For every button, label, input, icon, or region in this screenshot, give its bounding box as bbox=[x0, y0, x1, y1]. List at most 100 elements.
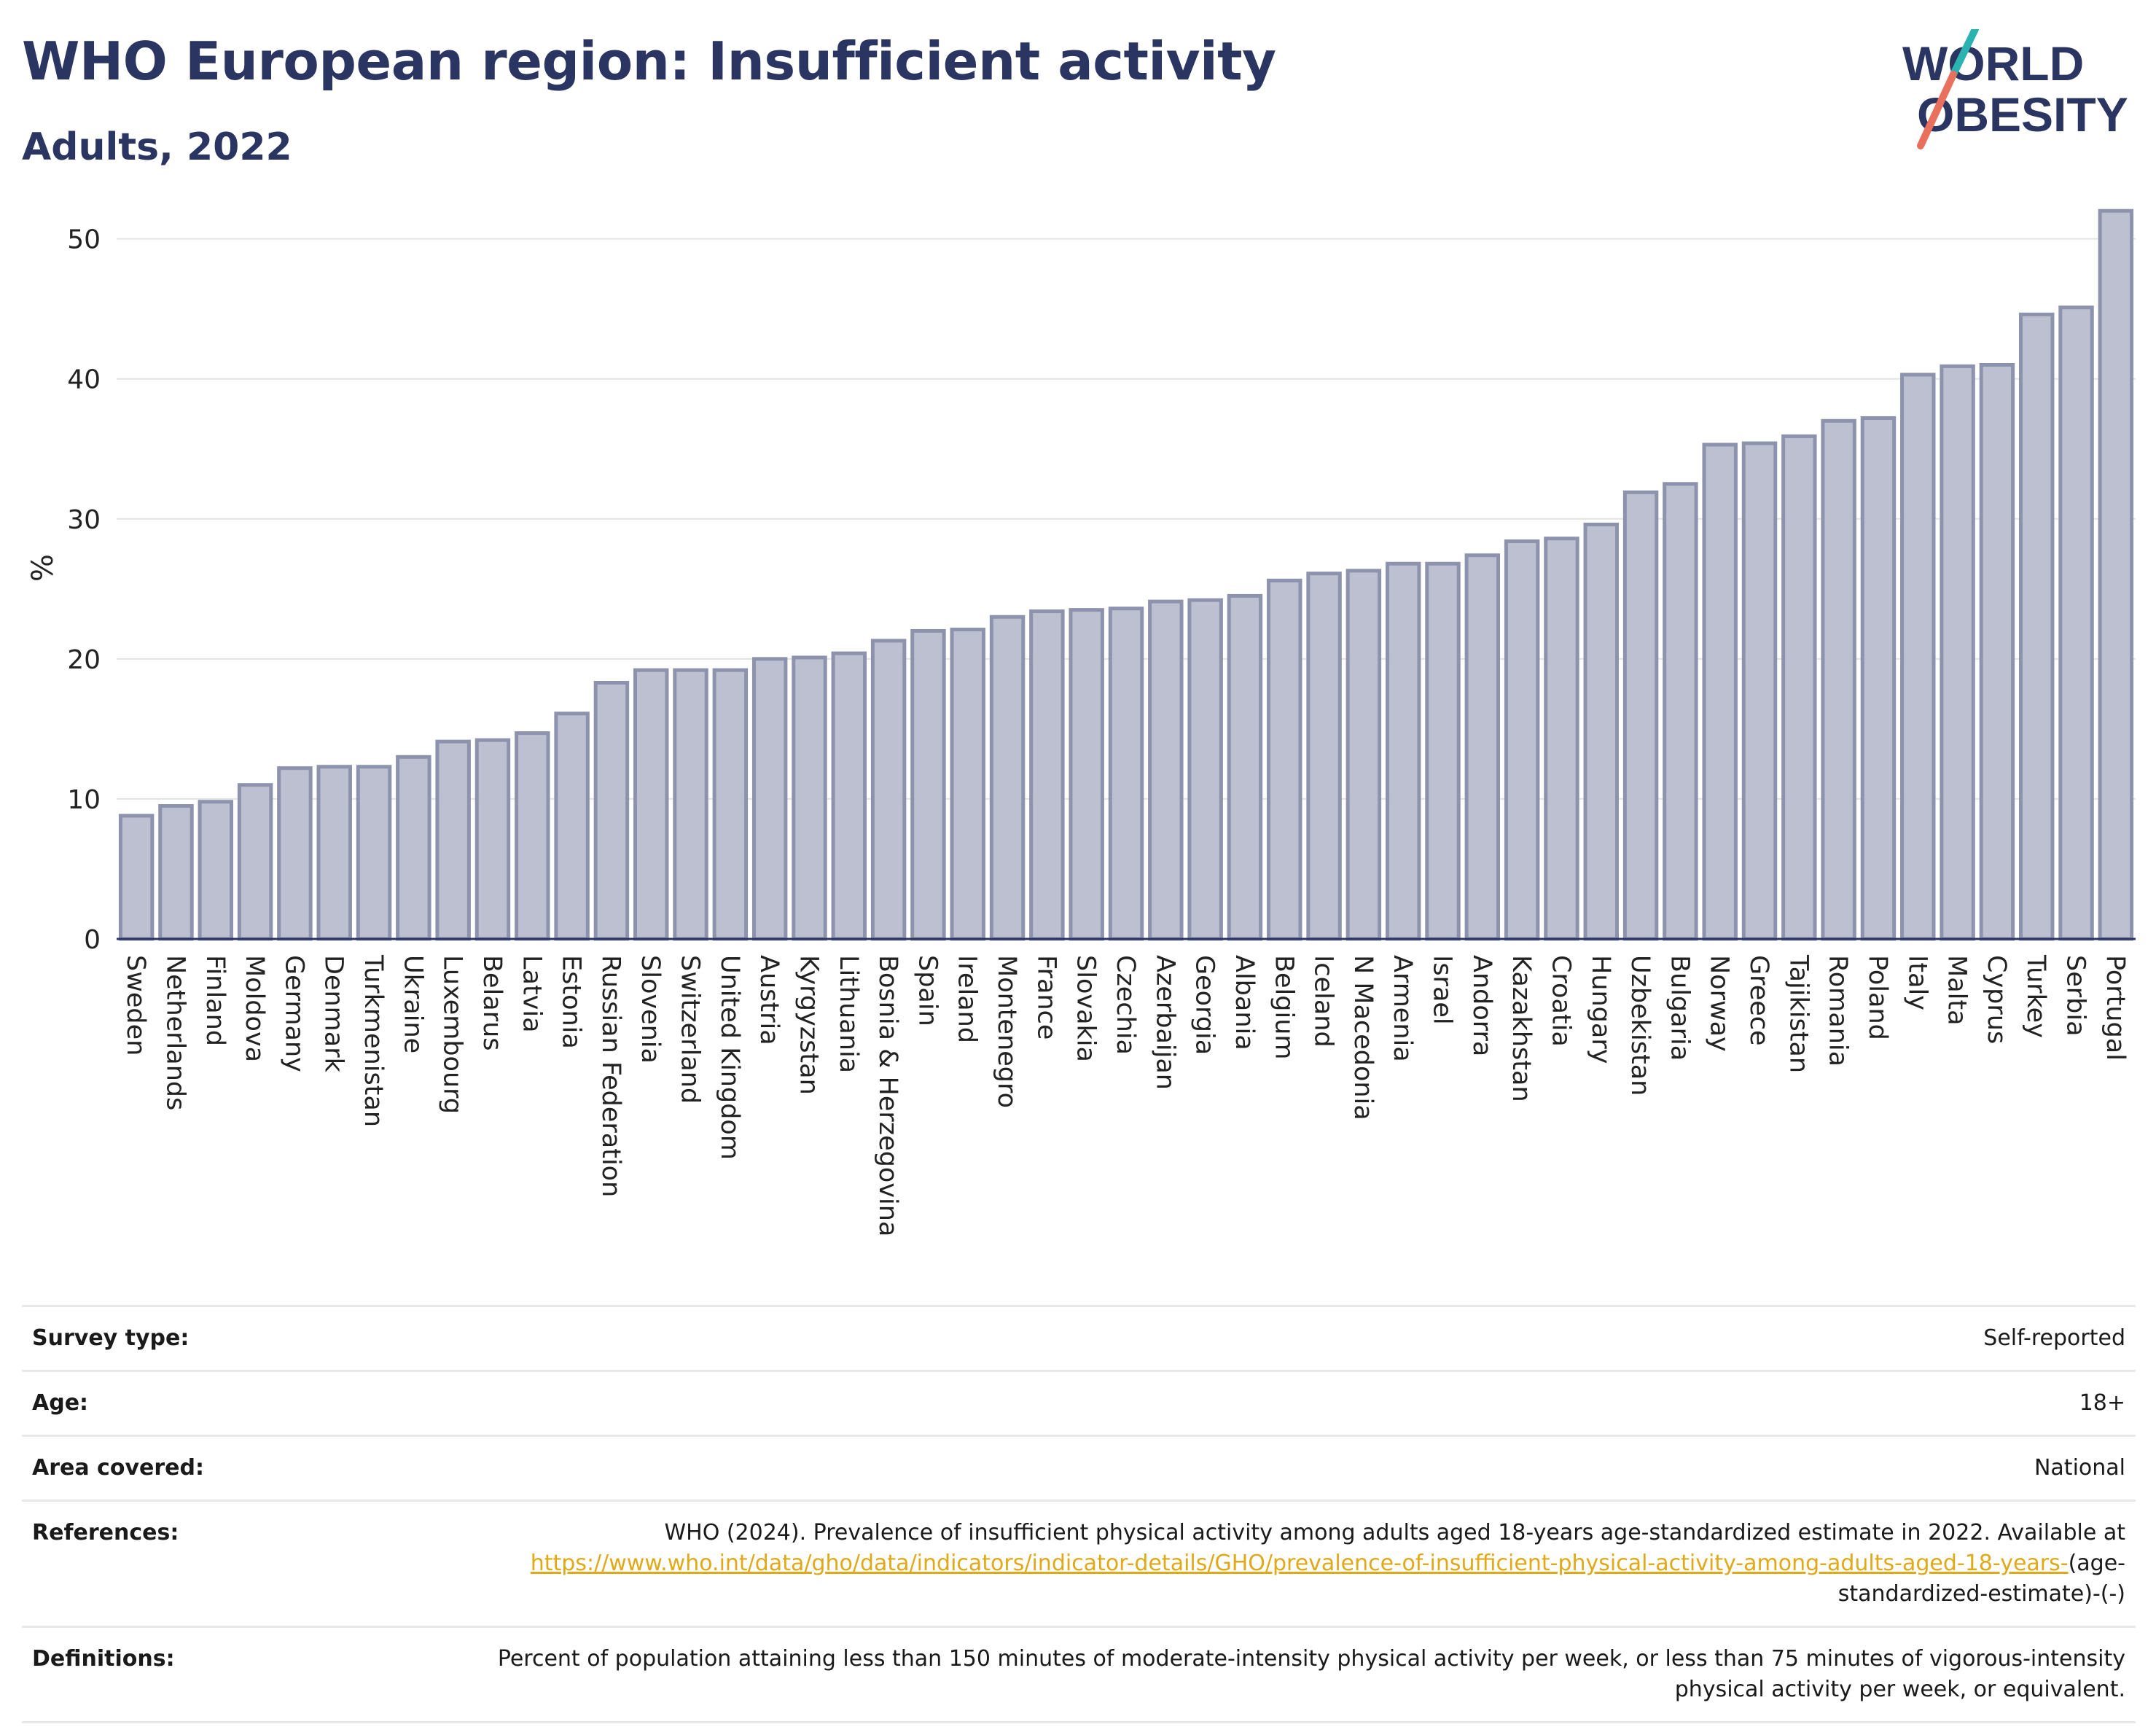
bar-estonia bbox=[554, 711, 590, 941]
bar-albania bbox=[1227, 593, 1263, 941]
meta-row-area: Area covered: National bbox=[22, 1435, 2136, 1500]
bar-n-macedonia bbox=[1345, 569, 1382, 941]
world-obesity-logo: WORLD OBESITY bbox=[1902, 29, 2128, 149]
x-tick-label: Kyrgyzstan bbox=[794, 955, 823, 1095]
meta-value: Self-reported bbox=[1983, 1325, 2125, 1351]
x-tick-label: United Kingdom bbox=[715, 955, 744, 1160]
bar-slovakia bbox=[1069, 608, 1104, 941]
x-tick-label: Romania bbox=[1824, 955, 1853, 1067]
x-tick-label: Turkey bbox=[2021, 954, 2050, 1038]
x-tick-label: Latvia bbox=[517, 955, 546, 1033]
x-tick-label: France bbox=[1031, 955, 1061, 1040]
x-tick-label: Croatia bbox=[1546, 955, 1575, 1047]
bar-lithuania bbox=[831, 651, 867, 941]
bar-austria bbox=[751, 657, 788, 941]
bar-serbia bbox=[2058, 305, 2094, 941]
bar-finland bbox=[198, 800, 234, 941]
x-tick-label: Netherlands bbox=[160, 955, 190, 1110]
chart-subtitle: Adults, 2022 bbox=[22, 125, 292, 169]
chart-title: WHO European region: Insufficient activi… bbox=[22, 31, 1276, 92]
x-tick-label: Tajikistan bbox=[1784, 954, 1813, 1073]
x-tick-label: Czechia bbox=[1111, 955, 1140, 1055]
x-tick-label: Azerbaijan bbox=[1150, 955, 1179, 1090]
x-tick-label: Slovenia bbox=[636, 955, 665, 1064]
x-tick-label: Israel bbox=[1428, 955, 1457, 1025]
bar-cyprus bbox=[1979, 362, 2015, 941]
meta-row-references: References: WHO (2024). Prevalence of in… bbox=[22, 1500, 2136, 1626]
x-tick-label: Denmark bbox=[319, 955, 348, 1073]
bar-italy bbox=[1900, 373, 1936, 941]
bar-bulgaria bbox=[1663, 482, 1698, 941]
meta-row-definitions: Definitions: Percent of population attai… bbox=[22, 1626, 2136, 1723]
bar-poland bbox=[1860, 416, 1897, 941]
x-tick-label: Luxembourg bbox=[438, 955, 467, 1114]
bar-czechia bbox=[1108, 607, 1144, 941]
meta-value: Percent of population attaining less tha… bbox=[497, 1646, 2125, 1702]
bar-luxembourg bbox=[435, 739, 471, 941]
bar-spain bbox=[910, 628, 946, 941]
bar-netherlands bbox=[158, 804, 194, 941]
x-tick-label: Kazakhstan bbox=[1507, 955, 1536, 1102]
x-tick-label: N Macedonia bbox=[1348, 955, 1378, 1120]
bar-georgia bbox=[1187, 598, 1223, 941]
bar-turkey bbox=[2018, 312, 2055, 941]
meta-value: National bbox=[2034, 1455, 2125, 1481]
metadata-table: Survey type: Self-reported Age: 18+ Area… bbox=[22, 1305, 2136, 1723]
x-tick-label: Spain bbox=[913, 955, 942, 1026]
bar-kyrgyzstan bbox=[792, 655, 827, 941]
logo-word-world: WORLD bbox=[1902, 36, 2084, 90]
y-tick-label: 30 bbox=[67, 505, 101, 535]
x-tick-label: Portugal bbox=[2101, 955, 2130, 1061]
bar-sweden bbox=[118, 814, 155, 941]
x-tick-label: Georgia bbox=[1190, 955, 1219, 1055]
bar-russian-federation bbox=[593, 681, 630, 941]
bar-romania bbox=[1821, 418, 1856, 941]
x-tick-label: Serbia bbox=[2061, 955, 2090, 1037]
x-tick-label: Moldova bbox=[240, 955, 269, 1062]
bar-ireland bbox=[950, 628, 985, 941]
bar-switzerland bbox=[673, 668, 708, 941]
bar-croatia bbox=[1544, 537, 1579, 941]
bar-andorra bbox=[1464, 553, 1501, 941]
bar-belgium bbox=[1267, 578, 1302, 941]
bar-kazakhstan bbox=[1504, 539, 1540, 941]
bar-portugal bbox=[2098, 208, 2134, 941]
meta-label: References: bbox=[32, 1520, 179, 1545]
x-tick-label: Lithuania bbox=[834, 955, 863, 1073]
x-tick-label: Estonia bbox=[557, 955, 586, 1049]
bar-bosnia-herzegovina bbox=[870, 639, 907, 941]
bar-norway bbox=[1702, 442, 1738, 941]
bar-azerbaijan bbox=[1148, 599, 1184, 941]
logo-slash-coral bbox=[1917, 71, 1957, 149]
bar-germany bbox=[277, 766, 313, 941]
x-tick-label: Russian Federation bbox=[596, 955, 625, 1197]
references-text: WHO (2024). Prevalence of insufficient p… bbox=[664, 1520, 2125, 1545]
x-tick-label: Germany bbox=[279, 955, 308, 1072]
y-tick-label: 40 bbox=[67, 365, 101, 395]
bar-greece bbox=[1741, 441, 1778, 941]
x-tick-label: Cyprus bbox=[1982, 955, 2011, 1044]
meta-label: Area covered: bbox=[32, 1455, 204, 1481]
x-tick-label: Montenegro bbox=[992, 955, 1021, 1108]
bar-france bbox=[1029, 609, 1065, 941]
meta-row-age: Age: 18+ bbox=[22, 1370, 2136, 1435]
bar-tajikistan bbox=[1781, 434, 1817, 941]
x-tick-label: Norway bbox=[1705, 955, 1734, 1052]
x-tick-label: Uzbekistan bbox=[1625, 955, 1655, 1096]
x-tick-label: Malta bbox=[1942, 955, 1972, 1026]
bar-israel bbox=[1425, 561, 1461, 941]
y-axis-label: % bbox=[26, 554, 60, 582]
bar-denmark bbox=[316, 765, 352, 941]
y-tick-label: 20 bbox=[67, 645, 101, 675]
x-tick-label: Austria bbox=[754, 955, 784, 1045]
x-tick-label: Iceland bbox=[1309, 955, 1338, 1048]
x-tick-label: Switzerland bbox=[676, 955, 705, 1104]
meta-label: Age: bbox=[32, 1390, 89, 1416]
x-tick-label: Andorra bbox=[1467, 955, 1496, 1056]
meta-value: WHO (2024). Prevalence of insufficient p… bbox=[449, 1518, 2125, 1610]
meta-label: Definitions: bbox=[32, 1646, 175, 1672]
references-link[interactable]: https://www.who.int/data/gho/data/indica… bbox=[530, 1551, 2069, 1576]
logo-word-obesity: OBESITY bbox=[1917, 87, 2128, 141]
x-tick-label: Hungary bbox=[1586, 955, 1615, 1064]
x-tick-label: Ukraine bbox=[398, 955, 427, 1053]
